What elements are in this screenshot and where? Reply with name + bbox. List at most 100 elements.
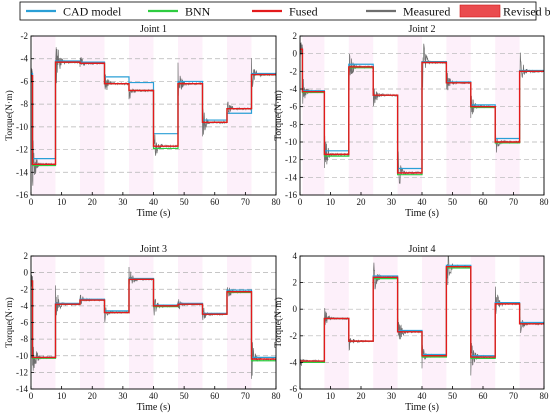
y-tick-label: -8 [21, 334, 29, 344]
panel-title: Joint 4 [409, 244, 436, 255]
legend-item-2: Fused [252, 5, 318, 19]
y-tick-label: -12 [16, 145, 28, 155]
x-tick-label: 30 [118, 391, 128, 401]
legend: CAD model BNN Fused Measured Revised by σ [19, 1, 550, 21]
y-axis-label: Torque(N·m) [273, 90, 284, 141]
x-tick-label: 0 [29, 197, 34, 207]
y-tick-label: -16 [16, 190, 28, 200]
segment-shade [495, 36, 520, 195]
y-tick-label: -8 [21, 99, 29, 109]
y-tick-label: -6 [290, 102, 298, 112]
x-tick-label: 20 [357, 197, 367, 207]
y-tick-label: -14 [16, 167, 28, 177]
y-tick-label: -6 [21, 318, 29, 328]
y-tick-label: -14 [285, 172, 297, 182]
segment-shade [422, 256, 447, 389]
segment-shade [470, 256, 496, 389]
series-fused [31, 61, 276, 166]
x-tick-label: 40 [149, 391, 159, 401]
x-tick-label: 50 [180, 391, 190, 401]
y-tick-label: 0 [293, 304, 298, 314]
x-tick-label: 20 [88, 391, 98, 401]
y-tick-label: -2 [21, 31, 29, 41]
x-tick-label: 30 [118, 197, 128, 207]
x-tick-label: 30 [387, 197, 397, 207]
panel-title: Joint 2 [409, 24, 436, 35]
x-tick-label: 20 [88, 197, 98, 207]
x-tick-label: 60 [479, 391, 489, 401]
legend-label: Measured [403, 5, 450, 19]
series-fused [300, 265, 544, 362]
y-tick-label: -10 [16, 122, 28, 132]
y-axis-label: Torque(N·m) [273, 297, 284, 348]
segment-shade [348, 36, 374, 195]
x-tick-label: 50 [448, 197, 458, 207]
segment-shade [178, 256, 203, 389]
legend-item-1: BNN [148, 5, 211, 19]
x-tick-label: 70 [509, 391, 519, 401]
x-tick-label: 50 [448, 391, 458, 401]
segment-shade [324, 256, 349, 389]
x-tick-label: 50 [180, 197, 190, 207]
legend-label: CAD model [63, 5, 122, 19]
panel-title: Joint 3 [140, 244, 167, 255]
x-tick-label: 80 [540, 391, 550, 401]
x-tick-label: 40 [149, 197, 159, 207]
y-tick-label: -8 [290, 119, 298, 129]
x-tick-label: 30 [387, 391, 397, 401]
x-tick-label: 70 [241, 391, 251, 401]
y-tick-label: -2 [290, 66, 298, 76]
x-tick-label: 80 [540, 197, 550, 207]
x-tick-label: 0 [298, 391, 303, 401]
y-tick-label: -12 [285, 155, 297, 165]
y-tick-label: -4 [21, 54, 29, 64]
y-tick-label: 0 [293, 49, 298, 59]
panel-joint-1: 0 10 20 30 40 50 60 70 80 -16 -14 -12 -10 -8 -6 -4 -2 Joi… [4, 24, 281, 219]
y-tick-label: -4 [290, 357, 298, 367]
x-axis-label: Time (s) [405, 402, 439, 413]
segment-shade [80, 36, 105, 195]
segment-shade [32, 36, 56, 195]
y-tick-label: -2 [21, 284, 29, 294]
y-tick-label: -4 [21, 301, 29, 311]
legend-label: Fused [289, 5, 318, 19]
x-axis-label: Time (s) [405, 208, 439, 219]
y-tick-label: -4 [290, 84, 298, 94]
legend-item-4: Revised by σ [459, 5, 550, 19]
y-tick-label: 4 [293, 251, 298, 261]
y-tick-label: 2 [293, 31, 298, 41]
series-fused [31, 278, 276, 360]
x-tick-label: 0 [298, 197, 303, 207]
y-tick-label: -14 [16, 384, 28, 394]
y-tick-label: -2 [290, 331, 298, 341]
y-axis-label: Torque(N·m) [4, 297, 15, 348]
x-tick-label: 10 [57, 391, 67, 401]
legend-label: BNN [185, 5, 211, 19]
y-axis-label: Torque(N·m) [4, 90, 15, 141]
x-tick-label: 10 [326, 197, 336, 207]
y-tick-label: 0 [24, 268, 29, 278]
x-tick-label: 0 [29, 391, 34, 401]
x-tick-label: 70 [509, 197, 519, 207]
panel-joint-4: 0 10 20 30 40 50 60 70 80 -6 -4 -2 0 2 4 Joint 4 Time (s… [273, 244, 549, 413]
segment-shade [129, 36, 154, 195]
segment-shade [227, 36, 252, 195]
x-tick-label: 20 [357, 391, 367, 401]
x-axis-label: Time (s) [137, 402, 171, 413]
x-tick-label: 70 [241, 197, 251, 207]
y-tick-label: -6 [21, 76, 29, 86]
y-tick-label: -6 [290, 384, 298, 394]
x-tick-label: 40 [418, 197, 428, 207]
x-tick-label: 60 [479, 197, 489, 207]
x-tick-label: 60 [210, 197, 220, 207]
y-tick-label: -16 [285, 190, 297, 200]
panel-joint-3: 0 10 20 30 40 50 60 70 80 -14 -12 -10 -8 -6 -4 -2 0 2 Join… [4, 244, 281, 413]
x-tick-label: 40 [418, 391, 428, 401]
segment-shade [80, 256, 105, 389]
legend-label: Revised by σ [503, 5, 550, 19]
x-tick-label: 10 [326, 391, 336, 401]
x-axis-label: Time (s) [137, 208, 171, 219]
x-tick-label: 80 [272, 197, 282, 207]
y-tick-label: 2 [24, 251, 29, 261]
